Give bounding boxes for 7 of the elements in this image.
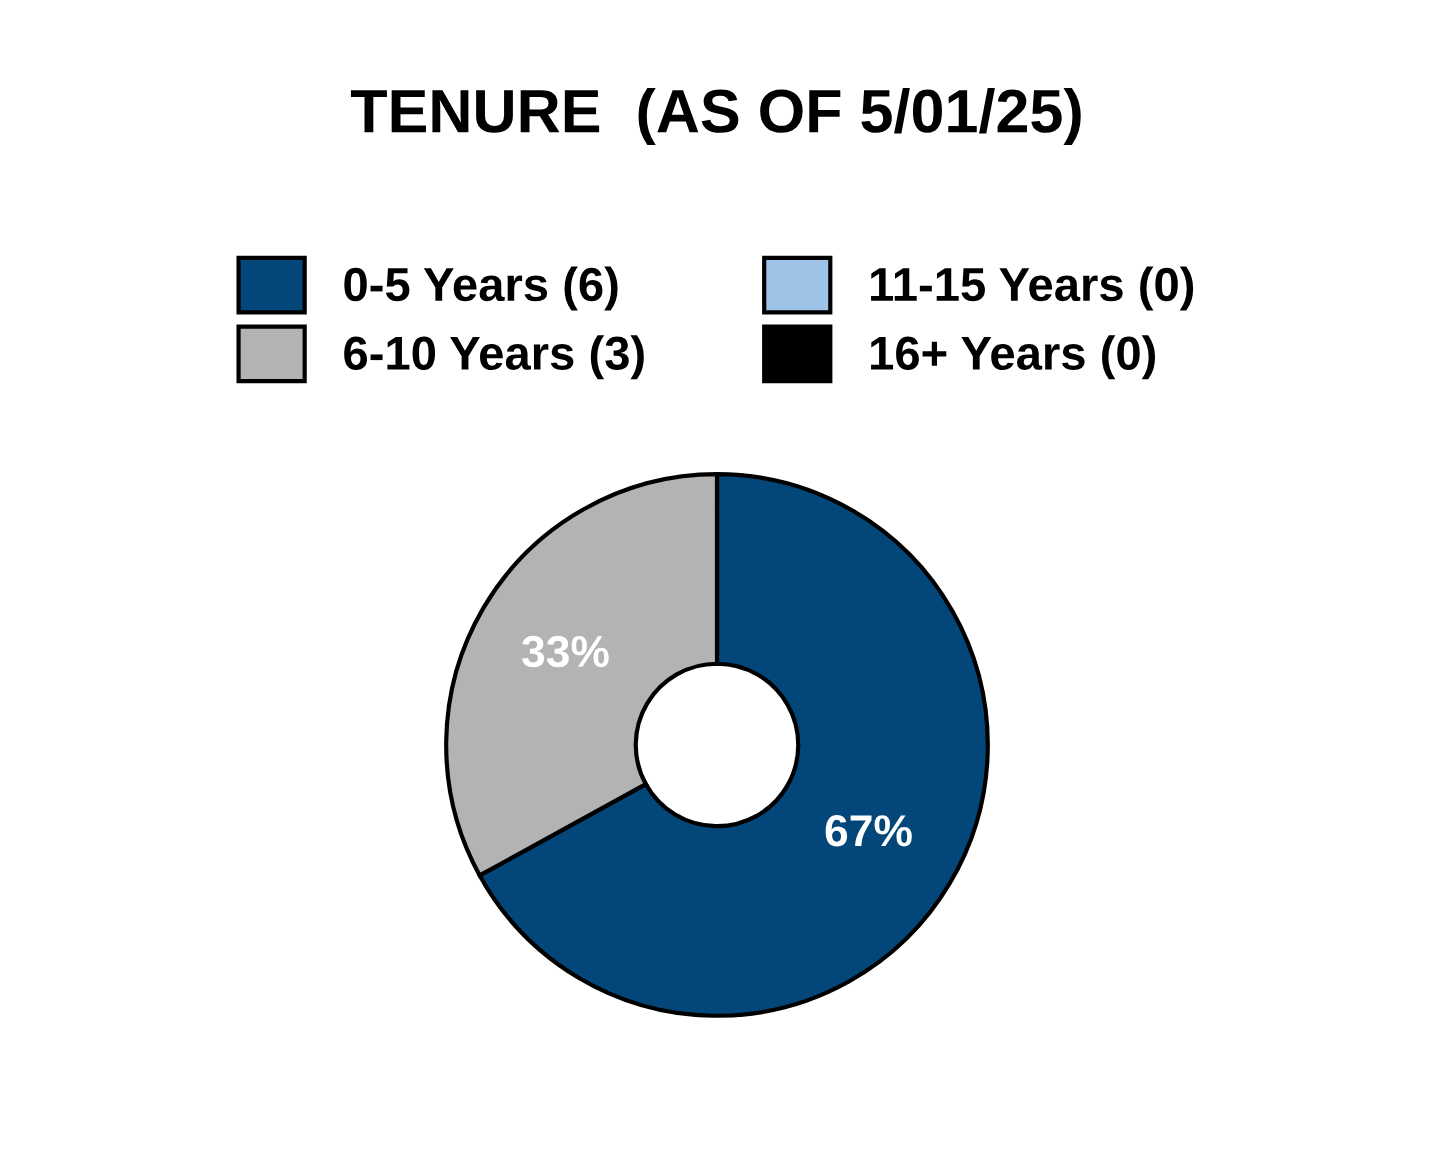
legend-label: 0-5 Years (6) xyxy=(344,266,618,311)
legend-label: 6-10 Years (3) xyxy=(344,335,644,380)
legend-label: 11-15 Years (0) xyxy=(871,266,1194,311)
chart-title: TENURE (AS OF 5/01/25) xyxy=(350,87,1081,145)
legend-label: 16+ Years (0) xyxy=(871,335,1156,380)
data-label: 67% xyxy=(825,815,912,847)
data-label: 33% xyxy=(522,635,609,668)
